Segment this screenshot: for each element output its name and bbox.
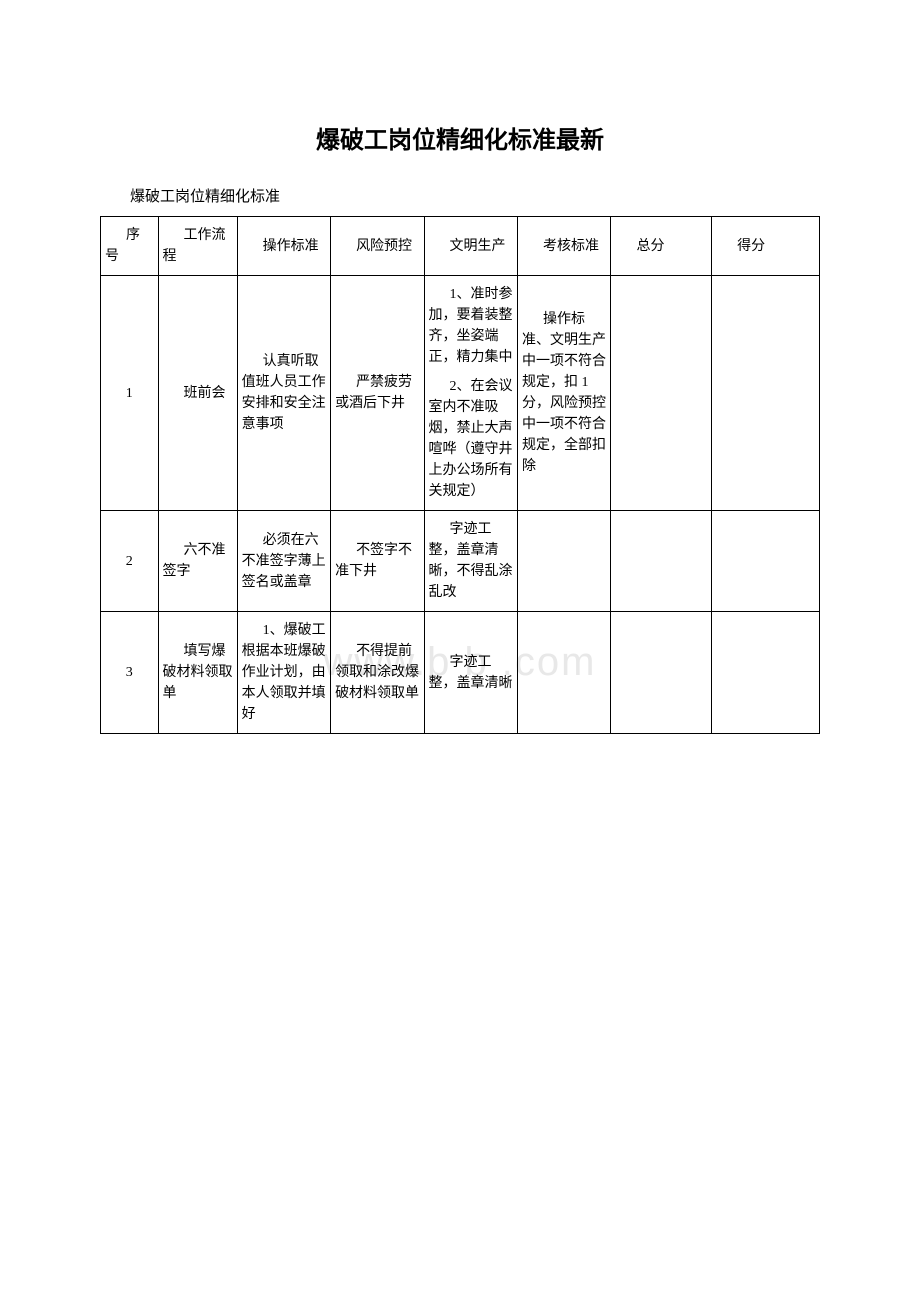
cell-score — [712, 276, 820, 511]
table-row: 1 班前会 认真听取值班人员工作安排和安全注意事项 严禁疲劳或酒后下井 1、准时… — [101, 276, 820, 511]
document-content: 爆破工岗位精细化标准最新 爆破工岗位精细化标准 序号 工作流程 操作标准 风险预… — [100, 120, 820, 734]
cell-assess — [518, 511, 611, 612]
cell-flow: 填写爆破材料领取单 — [158, 612, 237, 734]
standards-table: 序号 工作流程 操作标准 风险预控 文明生产 考核标准 总分 得分 1 班前会 … — [100, 216, 820, 734]
cell-seq: 1 — [101, 276, 159, 511]
cell-std: 认真听取值班人员工作安排和安全注意事项 — [237, 276, 330, 511]
header-risk: 风险预控 — [331, 217, 424, 276]
header-score: 得分 — [712, 217, 820, 276]
cell-total — [611, 612, 712, 734]
cell-total — [611, 511, 712, 612]
cell-civil: 1、准时参加，要着装整齐，坐姿端正，精力集中 2、在会议室内不准吸烟，禁止大声喧… — [424, 276, 517, 511]
cell-seq: 2 — [101, 511, 159, 612]
document-title: 爆破工岗位精细化标准最新 — [100, 120, 820, 155]
cell-risk: 不得提前领取和涂改爆破材料领取单 — [331, 612, 424, 734]
header-total: 总分 — [611, 217, 712, 276]
table-row: 3 填写爆破材料领取单 1、爆破工根据本班爆破作业计划，由本人领取并填好 不得提… — [101, 612, 820, 734]
cell-seq: 3 — [101, 612, 159, 734]
cell-assess: 操作标准、文明生产中一项不符合规定，扣 1 分，风险预控中一项不符合规定，全部扣… — [518, 276, 611, 511]
cell-civil: 字迹工整，盖章清晰，不得乱涂乱改 — [424, 511, 517, 612]
cell-risk: 严禁疲劳或酒后下井 — [331, 276, 424, 511]
cell-flow: 班前会 — [158, 276, 237, 511]
document-subtitle: 爆破工岗位精细化标准 — [100, 185, 820, 206]
cell-risk: 不签字不准下井 — [331, 511, 424, 612]
table-header-row: 序号 工作流程 操作标准 风险预控 文明生产 考核标准 总分 得分 — [101, 217, 820, 276]
cell-score — [712, 511, 820, 612]
civil-para-2: 2、在会议室内不准吸烟，禁止大声喧哗（遵守井上办公场所有关规定） — [429, 376, 513, 502]
cell-std: 1、爆破工根据本班爆破作业计划，由本人领取并填好 — [237, 612, 330, 734]
cell-flow: 六不准签字 — [158, 511, 237, 612]
cell-civil: 字迹工整，盖章清晰 — [424, 612, 517, 734]
header-flow: 工作流程 — [158, 217, 237, 276]
civil-para-1: 1、准时参加，要着装整齐，坐姿端正，精力集中 — [429, 284, 513, 368]
cell-total — [611, 276, 712, 511]
header-civil: 文明生产 — [424, 217, 517, 276]
cell-std: 必须在六不准签字薄上签名或盖章 — [237, 511, 330, 612]
cell-assess — [518, 612, 611, 734]
cell-score — [712, 612, 820, 734]
table-row: 2 六不准签字 必须在六不准签字薄上签名或盖章 不签字不准下井 字迹工整，盖章清… — [101, 511, 820, 612]
header-std: 操作标准 — [237, 217, 330, 276]
header-assess: 考核标准 — [518, 217, 611, 276]
header-seq: 序号 — [101, 217, 159, 276]
